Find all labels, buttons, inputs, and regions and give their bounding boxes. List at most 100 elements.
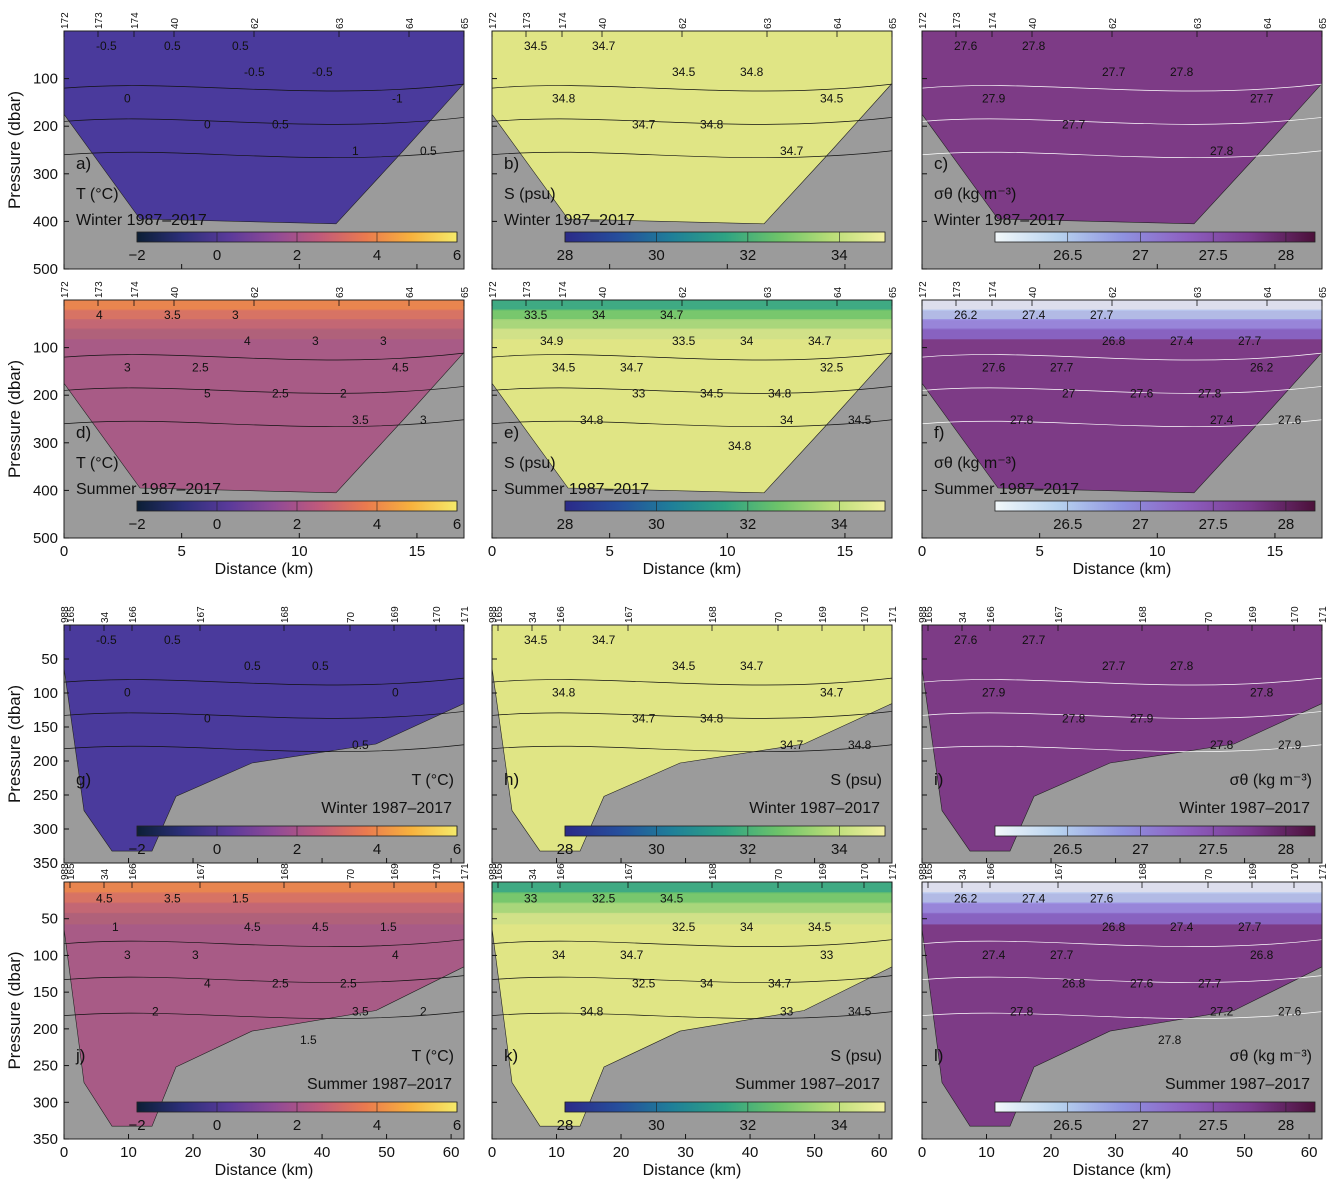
colorbar [564,825,886,837]
y-axis-label: Pressure (dbar) [5,951,24,1069]
contour-label: 34.9 [540,334,564,348]
panel-frame [63,299,465,539]
y-tick-label: 200 [33,1021,58,1038]
station-label: 34 [100,611,111,623]
station-label: 168 [708,606,719,623]
colorbar-tick-label: 2 [293,516,301,533]
panel-l: 26.2 26.8 26.8 26.8 27.2 27.4 27.4 27.4 27.6 27.6… [918,863,1329,1179]
contour-label: 27.8 [1210,144,1234,158]
panel-frame [921,30,1323,270]
x-tick-label: 10 [291,543,308,560]
station-label: 62 [1108,286,1119,298]
station-label: 174 [988,12,999,29]
contour-line [491,677,893,686]
station-label: 172 [488,12,499,29]
contour-label: 34.8 [552,685,576,699]
station-label: 70 [1204,868,1215,880]
x-tick-label: 10 [1149,543,1166,560]
station-label: 169 [390,606,401,623]
station-label: 63 [335,17,346,29]
contour-label: 34.7 [660,308,684,322]
station-label: 172 [60,12,71,29]
contour-label: 0 [392,685,399,699]
contour-label: 27.7 [1090,308,1114,322]
colorbar-tick-label: 27.5 [1199,247,1228,264]
contour-label: 2.5 [192,360,209,374]
panel-letter: l) [934,1046,943,1065]
contour-label: 3 [420,413,427,427]
colorbar-tick-label: 4 [373,1117,381,1134]
contour-label: 34.5 [672,659,696,673]
contour-label: 26.8 [1102,920,1126,934]
panel-b: 34.5 34.5 34.5 34.7 34.7 34.7 34.8 34.8 34.8 172 1… [488,12,899,270]
x-tick-label: 5 [1035,543,1043,560]
colorbar-tick-label: 28 [557,841,574,858]
surface-band [492,309,892,321]
contour-label: 3.5 [352,1005,369,1019]
panel-letter: c) [934,154,948,173]
contour-line [63,1011,465,1019]
colorbar-tick-label: 28 [1278,1117,1295,1134]
contour-label: 0.5 [352,738,369,752]
colorbar-tick-label: 30 [648,841,665,858]
panel-frame [63,624,465,864]
station-label: 65 [888,17,899,29]
x-axis-label: Distance (km) [215,561,314,578]
station-label: 34 [958,868,969,880]
contour-line [921,386,1323,394]
surface-band [64,319,464,330]
contour-label: 34 [780,413,794,427]
colorbar [994,825,1316,837]
contour-label: 34 [552,948,566,962]
panel-letter: a) [76,154,91,173]
contour-label: 34.8 [580,413,604,427]
y-tick-label: 200 [33,753,58,770]
x-tick-label: 20 [185,1144,202,1161]
contour-label: 27.6 [954,39,978,53]
contour-line [63,711,465,719]
contour-label: 27 [1062,387,1076,401]
x-tick-label: 5 [605,543,613,560]
surface-band [64,309,464,321]
y-tick-label: 300 [33,435,58,452]
contour-label: 27.8 [1250,685,1274,699]
colorbar-tick-label: 28 [1278,841,1295,858]
contour-label: 34.7 [768,976,792,990]
y-tick-label: 100 [33,340,58,357]
colorbar-tick-label: 26.5 [1053,516,1082,533]
station-label: 34 [958,611,969,623]
station-label: 34 [100,868,111,880]
x-tick-label: 50 [806,1144,823,1161]
contour-label: 34 [740,334,754,348]
contour-label: 27.4 [1210,413,1234,427]
surface-band [64,300,464,311]
station-label: 167 [196,863,207,880]
panel-season: Summer 1987–2017 [504,481,649,498]
contour-label: 0.5 [232,39,249,53]
x-axis-label: Distance (km) [1073,1162,1172,1179]
contour-label: 3 [312,334,319,348]
contour-label: 34.7 [592,633,616,647]
surface-band [922,882,1322,894]
surface-band [492,902,892,915]
contour-label: 26.8 [1062,976,1086,990]
colorbar-tick-label: 4 [373,516,381,533]
colorbar-tick-label: 34 [831,841,848,858]
contour-label: 34.7 [820,685,844,699]
station-label: 988 [488,606,499,623]
colorbar-tick-label: −2 [128,1117,145,1134]
contour-label: 34 [740,920,754,934]
x-tick-label: 15 [837,543,854,560]
station-label: 169 [818,863,829,880]
station-label: 70 [774,868,785,880]
contour-label: -0.5 [312,65,333,79]
contour-label: 34.8 [768,387,792,401]
surface-band [492,300,892,311]
y-tick-label: 300 [33,166,58,183]
contour-label: 34.5 [848,1005,872,1019]
contour-label: 26.2 [954,308,978,322]
station-label: 169 [1248,606,1259,623]
x-tick-label: 0 [918,1144,926,1161]
colorbar-tick-label: 27 [1132,247,1149,264]
